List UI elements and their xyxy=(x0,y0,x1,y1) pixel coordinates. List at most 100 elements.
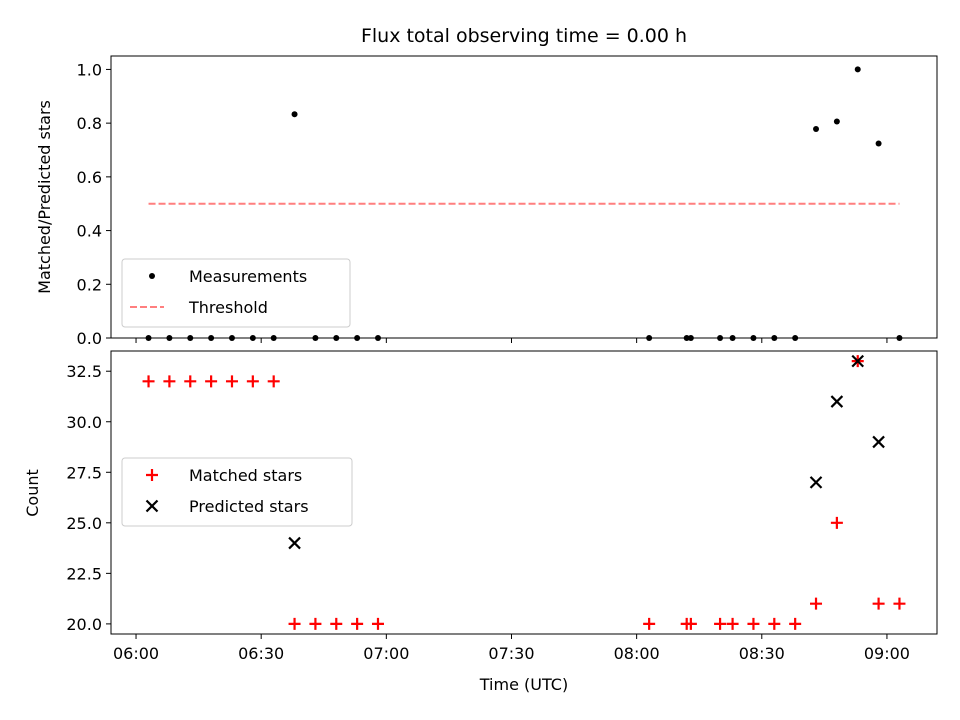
matched-stars-point xyxy=(872,597,885,610)
x-tick-label: 09:00 xyxy=(864,644,910,663)
x-tick-label: 06:30 xyxy=(238,644,284,663)
bottom-y-axis-label: Count xyxy=(23,469,42,517)
measurements-legend-label: Measurements xyxy=(189,267,307,286)
measurements-legend-swatch xyxy=(149,273,155,279)
measurements-point xyxy=(717,335,724,341)
measurements-point xyxy=(896,335,903,341)
chart-title: Flux total observing time = 0.00 h xyxy=(361,25,687,47)
bottom-axes-frame xyxy=(110,350,938,635)
y-tick-label: 1.0 xyxy=(77,60,102,79)
bottom-x-ticks: 06:00 06:30 07:00 07:30 08:00 08:30 09:00 xyxy=(113,634,910,663)
top-legend-box xyxy=(121,258,351,328)
measurements-point xyxy=(145,335,152,341)
measurements-point xyxy=(771,335,778,341)
matched-stars-point xyxy=(893,597,906,610)
matched-stars-point xyxy=(309,617,322,630)
predicted-stars-point xyxy=(288,536,301,550)
y-tick-label: 27.5 xyxy=(66,463,102,482)
matched-stars-point xyxy=(246,375,259,388)
y-tick-label: 32.5 xyxy=(66,362,102,381)
matched-stars-point xyxy=(726,617,739,630)
top-y-axis-label: Matched/Predicted stars xyxy=(35,100,54,294)
x-axis-label: Time (UTC) xyxy=(479,675,568,694)
top-axes-frame xyxy=(110,55,938,339)
top-legend: Measurements Threshold xyxy=(121,258,351,328)
predicted-stars-point xyxy=(830,395,844,408)
bottom-legend-items: Matched stars Predicted stars xyxy=(145,466,309,516)
predicted-stars-legend-swatch xyxy=(145,499,159,513)
x-tick-label: 08:30 xyxy=(739,644,785,663)
matched-stars-point xyxy=(288,617,301,630)
y-tick-label: 0.2 xyxy=(77,275,102,294)
y-tick-label: 25.0 xyxy=(66,514,102,533)
measurements-point xyxy=(683,335,690,341)
measurements-point xyxy=(813,126,820,133)
bottom-plot-marks xyxy=(142,354,906,630)
x-tick-label: 08:00 xyxy=(614,644,660,663)
x-tick-label: 07:00 xyxy=(363,644,409,663)
threshold-legend-label: Threshold xyxy=(188,298,268,317)
y-tick-label: 0.0 xyxy=(77,329,102,348)
matched-stars-point xyxy=(142,375,155,388)
top-y-ticks: 0.0 0.2 0.4 0.6 0.8 1.0 xyxy=(77,60,111,348)
x-tick-label: 06:00 xyxy=(113,644,159,663)
matched-stars-point xyxy=(714,617,727,630)
matched-stars-point xyxy=(768,617,781,630)
matched-stars-point xyxy=(684,617,697,630)
y-tick-label: 0.6 xyxy=(77,168,102,187)
top-x-ticks xyxy=(135,338,888,343)
y-tick-label: 20.0 xyxy=(66,615,102,634)
measurements-point xyxy=(166,335,173,341)
y-tick-label: 0.4 xyxy=(77,222,102,241)
matched-stars-point xyxy=(225,375,238,388)
top-legend-items: Measurements Threshold xyxy=(130,267,307,317)
matched-stars-legend-label: Matched stars xyxy=(189,466,302,485)
measurements-point xyxy=(228,335,235,341)
matched-stars-point xyxy=(810,597,823,610)
measurements-point xyxy=(249,335,256,341)
matched-stars-point xyxy=(789,617,802,630)
measurements-point xyxy=(187,335,194,341)
predicted-stars-point xyxy=(872,435,885,449)
measurements-point xyxy=(729,335,736,341)
matched-stars-point xyxy=(330,617,343,630)
measurements-point xyxy=(291,111,298,118)
measurements-point xyxy=(833,118,840,125)
predicted-stars-point xyxy=(851,354,865,368)
matched-stars-point xyxy=(184,375,197,388)
measurements-point xyxy=(333,335,340,341)
matched-stars-point xyxy=(267,375,280,388)
matched-stars-legend-swatch xyxy=(146,469,158,481)
measurements-point xyxy=(687,335,694,341)
bottom-legend-box xyxy=(121,457,353,527)
measurements-point xyxy=(374,335,381,341)
x-tick-label: 07:30 xyxy=(488,644,534,663)
measurements-point xyxy=(208,335,215,341)
matched-stars-point xyxy=(643,617,656,630)
measurements-point xyxy=(270,335,277,341)
measurements-point xyxy=(792,335,799,341)
matched-stars-point xyxy=(747,617,760,630)
bottom-panel: 20.0 22.5 25.0 27.5 30.0 32.5 06:00 06:30 07:00… xyxy=(23,350,938,694)
measurements-point xyxy=(354,335,361,341)
bottom-y-ticks: 20.0 22.5 25.0 27.5 30.0 32.5 xyxy=(66,362,111,634)
matched-stars-point xyxy=(371,617,384,630)
top-panel: 0.0 0.2 0.4 0.6 0.8 1.0 Matched/Predicted sta… xyxy=(35,55,938,348)
measurements-point xyxy=(875,140,882,147)
predicted-stars-legend-label: Predicted stars xyxy=(189,497,309,516)
measurements-point xyxy=(854,66,861,73)
matched-stars-point xyxy=(163,375,176,388)
top-plot-marks xyxy=(145,66,903,341)
matched-stars-point xyxy=(351,617,364,630)
measurements-point xyxy=(312,335,319,341)
bottom-legend: Matched stars Predicted stars xyxy=(121,457,353,527)
matched-stars-point xyxy=(830,516,843,529)
y-tick-label: 22.5 xyxy=(66,564,102,583)
measurements-point xyxy=(646,335,653,341)
matched-stars-point xyxy=(205,375,218,388)
y-tick-label: 0.8 xyxy=(77,114,102,133)
predicted-stars-point xyxy=(809,476,823,489)
y-tick-label: 30.0 xyxy=(66,413,102,432)
measurements-point xyxy=(750,335,757,341)
